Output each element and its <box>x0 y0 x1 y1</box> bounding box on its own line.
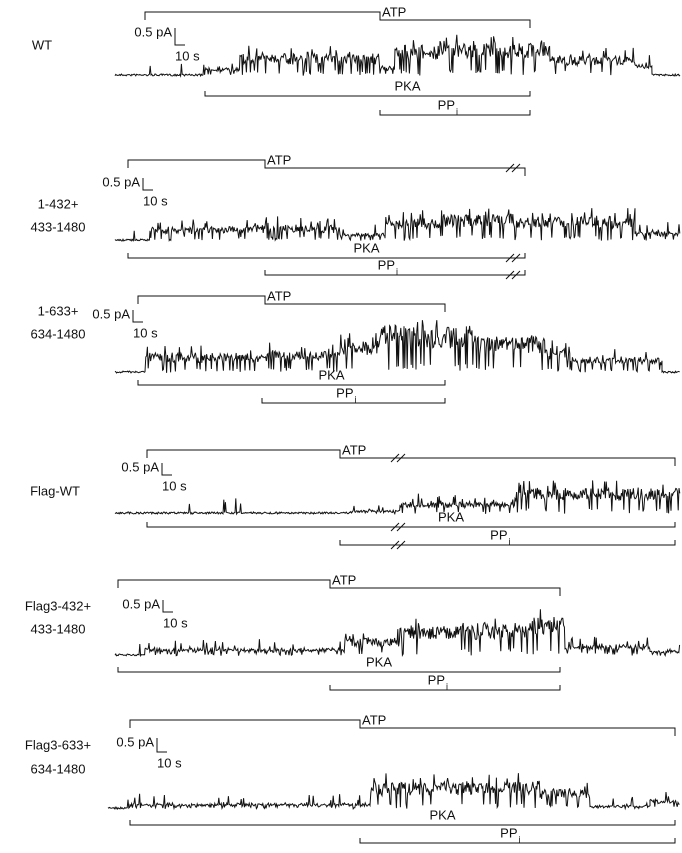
scale-x-label: 10 s <box>157 755 182 770</box>
break-mark <box>505 270 521 280</box>
atp-label: ATP <box>382 4 406 19</box>
pp-subscript: i <box>355 394 357 404</box>
scale-x-label: 10 s <box>143 193 168 208</box>
current-trace <box>114 609 681 658</box>
scale-y-label: 0.5 pA <box>116 734 154 749</box>
panel-label: Flag-WT <box>30 483 80 498</box>
atp-bracket <box>127 159 526 176</box>
panel-label: 433-1480 <box>31 219 86 234</box>
scale-x-label: 10 s <box>133 325 158 340</box>
scale-y-label: 0.5 pA <box>122 596 160 611</box>
atp-bracket <box>137 295 446 312</box>
current-trace <box>114 34 681 78</box>
atp-bracket <box>146 449 676 466</box>
scale-y-label: 0.5 pA <box>121 459 159 474</box>
scale-y-label: 0.5 pA <box>134 24 172 39</box>
scale-x-label: 10 s <box>175 48 200 63</box>
pka-bracket <box>117 667 561 673</box>
scale-y-label: 0.5 pA <box>92 306 130 321</box>
pka-bracket <box>129 820 676 826</box>
current-trace <box>107 773 680 811</box>
scale-x-label: 10 s <box>162 478 187 493</box>
pp-bracket <box>329 685 561 691</box>
panel-label: 1-633+ <box>38 303 79 318</box>
current-trace <box>114 320 680 374</box>
pp-label: PP <box>500 825 517 840</box>
pp-subscript: i <box>396 266 398 276</box>
break-mark <box>390 453 406 463</box>
pka-label: PKA <box>318 367 344 382</box>
pka-label: PKA <box>394 78 420 93</box>
pp-subscript: i <box>456 106 458 116</box>
atp-label: ATP <box>342 442 366 457</box>
pka-bracket <box>204 91 531 97</box>
pka-label: PKA <box>353 240 379 255</box>
pka-label: PKA <box>366 654 392 669</box>
atp-label: ATP <box>362 712 386 727</box>
pp-subscript: i <box>446 681 448 691</box>
pka-label: PKA <box>438 509 464 524</box>
atp-label: ATP <box>267 152 291 167</box>
scale-bar <box>162 600 173 613</box>
scale-bar <box>156 738 167 753</box>
current-trace <box>114 208 681 242</box>
atp-label: ATP <box>332 572 356 587</box>
panel-label: WT <box>32 37 52 52</box>
pp-bracket <box>261 398 446 404</box>
pp-bracket <box>359 838 676 844</box>
current-trace <box>114 480 681 516</box>
panel-label: 433-1480 <box>31 621 86 636</box>
atp-bracket <box>129 719 676 736</box>
pp-bracket <box>264 270 526 276</box>
panel-label: Flag3-432+ <box>25 598 91 613</box>
pp-label: PP <box>490 527 507 542</box>
pp-label: PP <box>428 672 445 687</box>
panel-label: 634-1480 <box>31 326 86 341</box>
pka-bracket <box>146 522 676 528</box>
scale-x-label: 10 s <box>163 615 188 630</box>
panel-label: 634-1480 <box>31 761 86 776</box>
pp-subscript: i <box>519 834 521 844</box>
scale-bar <box>161 463 172 476</box>
panel-label: Flag3-633+ <box>25 737 91 752</box>
break-mark <box>390 540 406 550</box>
scale-bar <box>132 310 143 323</box>
scale-bar <box>142 178 153 191</box>
atp-label: ATP <box>267 288 291 303</box>
break-mark <box>390 522 406 532</box>
pp-label: PP <box>336 385 353 400</box>
break-mark <box>505 253 521 263</box>
panel-label: 1-432+ <box>38 196 79 211</box>
pka-bracket <box>127 253 526 259</box>
break-mark <box>505 163 521 173</box>
pka-bracket <box>137 380 446 386</box>
pp-subscript: i <box>509 536 511 546</box>
pka-label: PKA <box>429 807 455 822</box>
scale-y-label: 0.5 pA <box>102 174 140 189</box>
pp-bracket <box>339 540 676 546</box>
pp-label: PP <box>378 257 395 272</box>
scale-bar <box>174 28 185 46</box>
atp-bracket <box>117 579 561 596</box>
atp-bracket <box>144 11 531 28</box>
pp-label: PP <box>438 97 455 112</box>
pp-bracket <box>379 110 531 116</box>
